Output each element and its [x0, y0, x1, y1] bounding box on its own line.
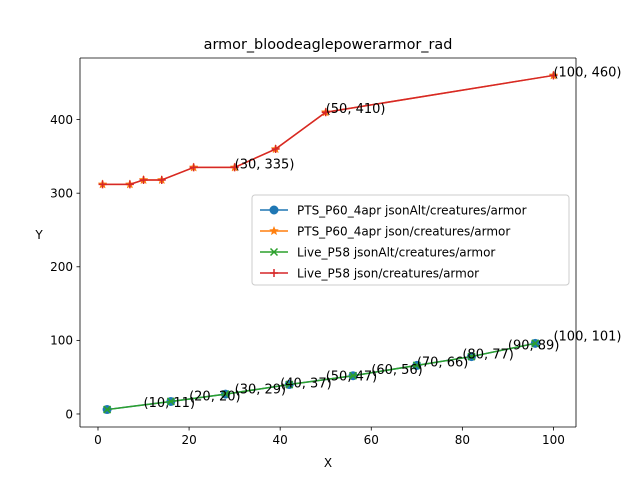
legend-marker [269, 205, 279, 215]
y-axis-ticks: 0 100 200 300 400 [50, 113, 80, 421]
y-tick-label: 0 [65, 407, 73, 421]
data-point [549, 71, 558, 80]
x-tick-label: 60 [364, 433, 379, 447]
data-point [139, 175, 148, 184]
x-tick-label: 100 [542, 433, 565, 447]
data-point [412, 361, 421, 370]
legend-frame [251, 194, 570, 286]
x-axis-ticks: 0 20 40 60 80 100 [94, 427, 565, 447]
legend-entry: Live_P58 json/creatures/armor [260, 267, 479, 281]
series-4 [98, 71, 558, 189]
legend-label: Live_P58 json/creatures/armor [297, 267, 479, 281]
data-point [221, 390, 230, 399]
point-annotation: (60, 56) [371, 363, 423, 378]
point-annotation: (40, 37) [280, 377, 332, 392]
data-point [271, 145, 280, 154]
point-annotation: (90, 89) [508, 338, 560, 353]
y-tick-label: 100 [50, 334, 73, 348]
data-point [166, 397, 175, 406]
y-tick-label: 200 [50, 260, 73, 274]
x-tick-label: 40 [273, 433, 288, 447]
data-point [321, 108, 330, 117]
x-tick-label: 0 [94, 433, 102, 447]
y-tick-label: 300 [50, 186, 73, 200]
x-axis-label: X [324, 456, 332, 470]
legend-label: PTS_P60_4apr jsonAlt/creatures/armor [297, 204, 527, 218]
point-annotation: (30, 335) [235, 157, 295, 172]
data-point [285, 380, 294, 389]
legend-label: Live_P58 jsonAlt/creatures/armor [297, 246, 495, 260]
series-3 [103, 339, 540, 414]
point-annotation: (30, 29) [235, 383, 287, 398]
point-annotation: (50, 410) [326, 102, 386, 117]
data-point [125, 180, 134, 189]
series-layer [97, 70, 559, 415]
annotation-layer: (100, 460) (50, 410) (30, 335) (10, 11)(20,… [144, 65, 622, 410]
legend-marker [270, 269, 278, 277]
point-annotation: (20, 20) [189, 389, 241, 404]
series-line [107, 342, 536, 411]
data-point [98, 180, 107, 189]
legend-entry: PTS_P60_4apr jsonAlt/creatures/armor [260, 204, 527, 218]
chart-title: armor_bloodeaglepowerarmor_rad [204, 37, 453, 53]
x-tick-label: 80 [455, 433, 470, 447]
legend-entry: PTS_P60_4apr json/creatures/armor [260, 225, 510, 239]
y-tick-label: 400 [50, 113, 73, 127]
axes-frame [79, 57, 577, 428]
point-annotation: (100, 460) [553, 65, 621, 80]
point-annotation: (70, 66) [417, 355, 469, 370]
data-point [531, 339, 540, 348]
data-point [349, 371, 358, 380]
x-tick-label: 20 [181, 433, 196, 447]
data-point [467, 352, 476, 361]
point-annotation: (100, 101) [553, 330, 621, 345]
legend-marker [269, 247, 279, 257]
legend: PTS_P60_4apr jsonAlt/creatures/armor PTS_… [251, 194, 570, 286]
point-annotation: (10, 11) [144, 396, 196, 411]
data-point [157, 175, 166, 184]
legend-marker [269, 225, 279, 236]
data-point [103, 405, 112, 414]
data-point [189, 163, 198, 172]
y-axis-label: Y [34, 228, 43, 242]
data-point [230, 163, 239, 172]
point-annotation: (80, 77) [462, 347, 514, 362]
legend-label: PTS_P60_4apr json/creatures/armor [297, 225, 510, 239]
point-annotation: (50, 47) [326, 369, 378, 384]
legend-entry: Live_P58 jsonAlt/creatures/armor [260, 246, 495, 260]
